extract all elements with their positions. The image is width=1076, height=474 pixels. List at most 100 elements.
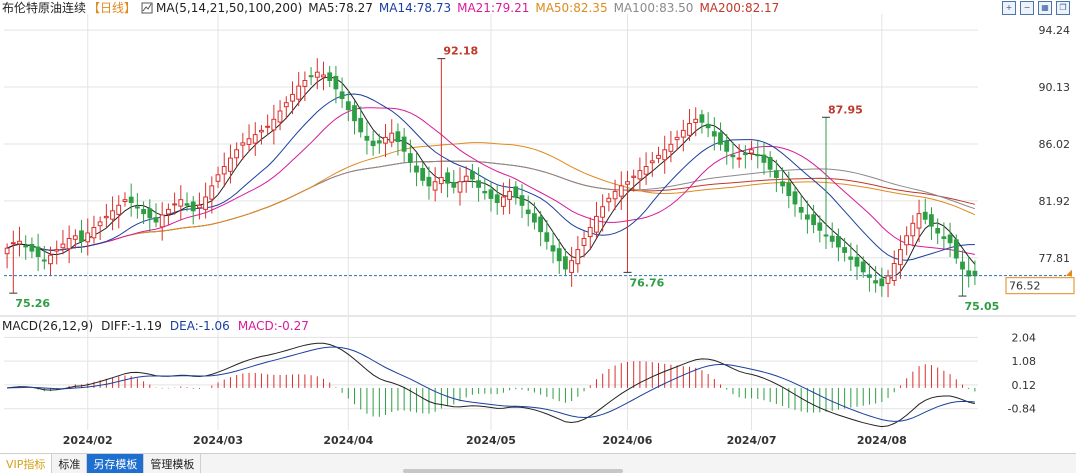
candle-body — [488, 189, 494, 199]
candle-body — [792, 191, 798, 205]
price-tick-label: 94.24 — [1039, 24, 1071, 37]
candle-body — [135, 206, 140, 209]
candle-body — [606, 197, 612, 203]
tab-2[interactable]: 另存模板 — [87, 454, 145, 473]
restore-icon[interactable]: ❐ — [1056, 1, 1070, 15]
candle-body — [358, 117, 364, 133]
candle-body — [910, 222, 916, 237]
candle-body — [829, 235, 835, 242]
candle-body — [885, 275, 891, 284]
candle-body — [23, 245, 29, 248]
candle-body — [823, 234, 829, 237]
candle-body — [457, 181, 463, 193]
tab-0[interactable]: VIP指标 — [0, 454, 53, 473]
macd-params: MACD(26,12,9) — [2, 319, 93, 333]
candle-body — [438, 177, 444, 185]
candle-body — [470, 171, 475, 180]
candle-body — [575, 249, 581, 265]
candle-body — [742, 153, 748, 156]
candle-body — [401, 136, 407, 152]
instrument-title: 布伦特原油连续 — [2, 0, 86, 15]
candle-body — [414, 165, 419, 173]
ma-value-2: MA21:79.21 — [457, 1, 529, 15]
candle-body — [277, 110, 283, 123]
candle-body — [569, 260, 575, 273]
chart-toolbar: + − ▦ ❐ — [1002, 1, 1070, 15]
candle-body — [35, 246, 41, 258]
candle-body — [922, 211, 928, 220]
candle-body — [966, 270, 972, 277]
macd-tick-label: 1.08 — [1012, 355, 1037, 368]
candle-body — [209, 185, 215, 200]
candle-body — [631, 175, 637, 178]
candle-body — [513, 186, 519, 198]
price-tick-label: 86.02 — [1039, 138, 1071, 151]
tab-3[interactable]: 管理模板 — [144, 454, 202, 473]
candle-body — [190, 201, 196, 212]
current-price-box — [1005, 277, 1075, 295]
candle-body — [761, 154, 767, 163]
candle-body — [544, 232, 550, 242]
zoom-in-icon[interactable]: + — [1002, 1, 1016, 15]
candle-body — [333, 75, 339, 90]
grid-icon[interactable]: ▦ — [1038, 1, 1052, 15]
candle-body — [252, 134, 258, 144]
candle-body — [432, 181, 438, 191]
indicator-icon[interactable] — [141, 2, 153, 14]
candle-body — [445, 172, 451, 184]
candle-body — [711, 131, 717, 137]
candle-body — [842, 247, 848, 253]
candle-body — [649, 160, 655, 164]
candle-body — [79, 230, 84, 242]
candle-body — [240, 142, 246, 146]
ma-value-0: MA5:78.27 — [308, 1, 373, 15]
candle-body — [197, 204, 202, 209]
candle-body — [935, 228, 941, 234]
candle-body — [476, 180, 482, 188]
candle-body — [314, 71, 320, 78]
candle-body — [228, 157, 233, 172]
extreme-price-label: 92.18 — [443, 45, 478, 58]
macd-value: MACD:-0.27 — [238, 319, 309, 333]
candle-body — [953, 239, 959, 259]
ma-params: MA(5,14,21,50,100,200) — [156, 1, 302, 15]
candle-body — [947, 234, 953, 244]
candle-body — [680, 129, 686, 138]
candle-body — [860, 261, 866, 273]
candle-body — [705, 123, 711, 129]
candle-body — [972, 270, 978, 277]
candle-body — [376, 140, 382, 144]
candle-body — [929, 214, 934, 227]
candle-body — [755, 154, 761, 157]
macd-tick-label: 2.04 — [1012, 331, 1037, 344]
candle-body — [532, 213, 537, 223]
candle-body — [85, 232, 91, 243]
candle-body — [854, 256, 860, 267]
candle-body — [836, 236, 841, 248]
candle-body — [383, 136, 388, 144]
candle-body — [848, 256, 854, 260]
candle-body — [172, 203, 177, 206]
candle-body — [687, 123, 692, 136]
date-tick-label: 2024/02 — [63, 434, 113, 447]
candle-body — [916, 213, 922, 229]
candle-body — [618, 185, 624, 197]
candle-body — [879, 278, 885, 287]
candle-body — [370, 140, 376, 147]
extreme-price-label: 75.05 — [964, 300, 999, 313]
macd-tick-label: -0.84 — [1008, 403, 1036, 416]
period-label: 【日线】 — [88, 1, 136, 15]
scrollbar-thumb[interactable] — [403, 469, 623, 473]
tab-1[interactable]: 标准 — [52, 454, 88, 473]
ma21-line — [6, 107, 975, 255]
candle-body — [805, 214, 810, 220]
candle-body — [66, 238, 72, 250]
candle-body — [221, 166, 227, 175]
price-tick-label: 77.81 — [1039, 252, 1071, 265]
candle-body — [668, 143, 674, 152]
candle-body — [17, 240, 22, 245]
candle-body — [637, 170, 643, 180]
zoom-out-icon[interactable]: − — [1020, 1, 1034, 15]
candle-body — [463, 175, 469, 182]
